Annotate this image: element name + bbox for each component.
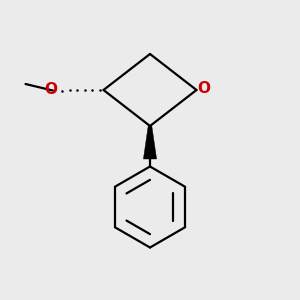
Text: O: O (197, 81, 211, 96)
Polygon shape (143, 126, 157, 159)
Text: O: O (44, 82, 57, 97)
